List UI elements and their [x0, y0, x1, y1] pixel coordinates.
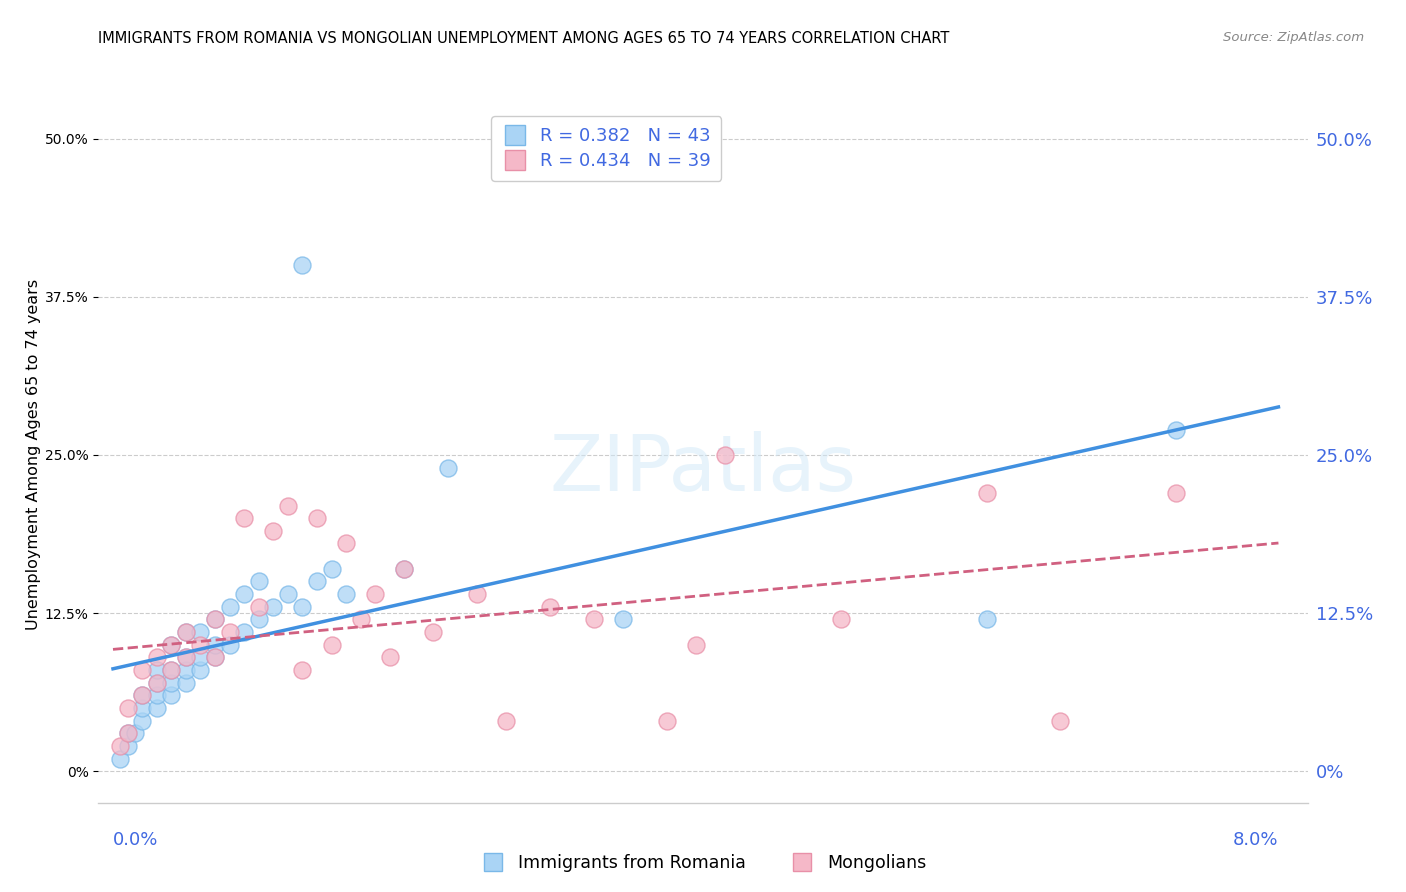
Point: [110, 751, 132, 765]
Point: [364, 587, 387, 601]
Point: [262, 524, 284, 538]
Point: [247, 574, 270, 589]
Point: [160, 675, 183, 690]
Legend: R = 0.382   N = 43, R = 0.434   N = 39: R = 0.382 N = 43, R = 0.434 N = 39: [491, 116, 721, 181]
Point: [247, 599, 270, 614]
Point: [204, 638, 226, 652]
Point: [378, 650, 401, 665]
Point: [204, 650, 226, 665]
Point: [190, 650, 212, 665]
Point: [145, 675, 167, 690]
Point: [160, 638, 183, 652]
Point: [321, 562, 343, 576]
Point: [655, 714, 678, 728]
Point: [117, 701, 139, 715]
Point: [124, 726, 146, 740]
Y-axis label: Unemployment Among Ages 65 to 74 years: Unemployment Among Ages 65 to 74 years: [27, 279, 41, 631]
Point: [145, 688, 167, 702]
Point: [976, 486, 998, 500]
Point: [1166, 486, 1188, 500]
Point: [131, 714, 153, 728]
Point: [117, 726, 139, 740]
Point: [131, 701, 153, 715]
Point: [117, 726, 139, 740]
Point: [190, 638, 212, 652]
Point: [218, 638, 240, 652]
Point: [394, 562, 416, 576]
Point: [291, 599, 314, 614]
Text: ZIPatlas: ZIPatlas: [550, 431, 856, 507]
Point: [160, 638, 183, 652]
Point: [160, 688, 183, 702]
Point: [145, 675, 167, 690]
Point: [233, 511, 256, 525]
Point: [305, 511, 328, 525]
Point: [247, 612, 270, 626]
Point: [394, 562, 416, 576]
Point: [233, 625, 256, 640]
Point: [262, 599, 284, 614]
Point: [277, 499, 299, 513]
Point: [160, 663, 183, 677]
Point: [1166, 423, 1188, 437]
Point: [174, 650, 197, 665]
Point: [437, 460, 460, 475]
Point: [174, 625, 197, 640]
Point: [131, 688, 153, 702]
Legend: Immigrants from Romania, Mongolians: Immigrants from Romania, Mongolians: [472, 847, 934, 879]
Point: [110, 739, 132, 753]
Point: [174, 650, 197, 665]
Text: IMMIGRANTS FROM ROMANIA VS MONGOLIAN UNEMPLOYMENT AMONG AGES 65 TO 74 YEARS CORR: IMMIGRANTS FROM ROMANIA VS MONGOLIAN UNE…: [98, 31, 950, 46]
Point: [1049, 714, 1071, 728]
Point: [612, 612, 634, 626]
Point: [190, 663, 212, 677]
Point: [204, 612, 226, 626]
Text: Source: ZipAtlas.com: Source: ZipAtlas.com: [1223, 31, 1364, 45]
Point: [174, 675, 197, 690]
Point: [976, 612, 998, 626]
Point: [582, 612, 605, 626]
Point: [204, 650, 226, 665]
Point: [218, 599, 240, 614]
Point: [277, 587, 299, 601]
Point: [145, 663, 167, 677]
Point: [714, 448, 737, 462]
Point: [145, 701, 167, 715]
Point: [685, 638, 707, 652]
Point: [335, 536, 357, 550]
Point: [131, 688, 153, 702]
Point: [218, 625, 240, 640]
Point: [321, 638, 343, 652]
Point: [465, 587, 488, 601]
Point: [190, 625, 212, 640]
Point: [350, 612, 373, 626]
Point: [291, 663, 314, 677]
Point: [335, 587, 357, 601]
Point: [538, 599, 561, 614]
Text: 8.0%: 8.0%: [1233, 830, 1278, 848]
Point: [291, 258, 314, 272]
Point: [174, 663, 197, 677]
Point: [117, 739, 139, 753]
Point: [495, 714, 517, 728]
Point: [830, 612, 852, 626]
Point: [160, 663, 183, 677]
Point: [305, 574, 328, 589]
Point: [174, 625, 197, 640]
Point: [145, 650, 167, 665]
Point: [131, 663, 153, 677]
Point: [204, 612, 226, 626]
Point: [233, 587, 256, 601]
Text: 0.0%: 0.0%: [112, 830, 159, 848]
Point: [422, 625, 444, 640]
